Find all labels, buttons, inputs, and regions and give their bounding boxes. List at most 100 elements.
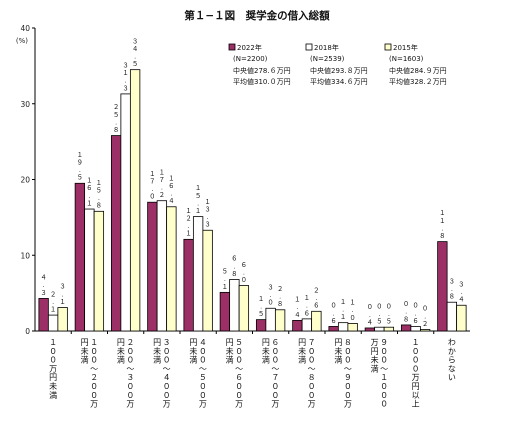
legend-median: 中央値293.８万円 [310,66,368,75]
data-label: １.０ [349,299,355,322]
legend-series-name: 2015年 [393,43,418,52]
y-tick-label: 10 [20,251,30,260]
category-label: 円未満 [226,338,234,365]
category-label: ４００〜５００万 [199,338,207,409]
bar [456,304,467,332]
legend-n: (N=2539) [310,55,345,63]
bars [38,69,467,332]
category-label: 円未満 [189,338,197,365]
category-label: １００万円未満 [49,338,57,400]
data-label: １３.３ [204,198,210,229]
data-label: １１.８ [439,209,445,240]
category-label: わからない [448,338,456,382]
data-label: ３.４ [458,280,464,303]
bar [156,200,168,332]
chart-title: 第１−１図 奨学金の借入総額 [184,9,330,22]
bar [93,210,105,332]
bar [192,216,204,332]
legend-mean: 平均値328.２万円 [389,77,447,86]
category-label: 円未満 [117,338,125,365]
category-label: 円未満 [334,338,342,365]
legend-swatch [228,43,236,51]
bar [38,298,49,332]
category-label: ９００〜１０００ [380,338,388,409]
data-label: ０.２ [422,305,428,328]
bar [383,326,395,332]
category-label: ３００〜４００万 [163,338,171,409]
bar [374,326,385,332]
y-tick-label: 0 [25,327,30,336]
category-label: ２００〜３００万 [126,338,134,409]
data-label: １２.１ [185,207,191,238]
data-label: ２.１ [50,290,56,313]
bar [147,201,158,332]
bar [255,319,267,332]
data-label: ３１.３ [122,62,128,93]
category-labels: １００万円未満１００〜２００万円未満２００〜３００万円未満３００〜４００万円未満… [49,338,456,409]
bar [410,326,421,332]
y-tick-label: 30 [20,100,30,109]
data-label: ３４.５ [132,37,138,68]
data-label: ３.８ [449,277,455,300]
legend-swatch [305,43,313,51]
category-label: ８００〜９００万 [344,338,352,409]
y-axis-unit: (%) [16,37,28,45]
legend-swatch [384,43,392,51]
bar [129,69,141,332]
legend-mean: 平均値334.６万円 [310,77,368,86]
data-label: １６.１ [86,177,92,208]
bar [238,285,250,332]
y-tick-label: 40 [20,24,30,33]
bar [301,318,313,332]
data-label: ２.８ [277,285,283,308]
bar [364,327,376,332]
data-label: ０.５ [386,302,392,325]
data-label: ０.４ [367,303,373,326]
bar [274,309,286,332]
legend-n: (N=1603) [389,55,424,63]
legend-median: 中央値284.９万円 [389,66,447,75]
bar [74,182,86,332]
data-label: ５.１ [222,268,228,291]
bar [120,93,131,332]
data-label: ３.１ [59,283,65,306]
category-label: 円未満 [81,338,89,365]
bar [347,323,358,332]
category-label: ６００〜７００万 [271,338,279,409]
y-tick-label: 20 [20,176,30,185]
data-label: ６.０ [241,261,247,284]
data-label: ３.０ [267,283,273,306]
data-label: ６.８ [231,255,237,278]
data-label: ０.５ [376,302,382,325]
bar [229,279,240,332]
bar [219,291,231,332]
category-label: ５００〜６００万 [235,338,243,409]
bar [183,238,194,332]
category-label: 万円未満 [371,338,379,373]
bar [437,241,448,332]
bar [265,307,276,332]
category-label: 円未満 [298,338,306,365]
bar [292,319,303,332]
data-label: １.５ [258,295,264,318]
data-label: １５.８ [96,179,102,210]
category-label: 円未満 [153,338,161,365]
legend-n: (N=2200) [233,55,268,63]
data-label: ０.８ [403,300,409,323]
category-label: １０００万円以上 [412,338,420,409]
data-label: ０.６ [412,302,418,325]
legend-series-name: 2022年 [237,43,262,52]
data-label: １７.０ [149,170,155,201]
data-label: ２.６ [313,287,319,310]
bar [47,314,59,332]
bar [202,229,213,332]
bar [328,326,339,332]
category-label: １００〜２００万 [90,338,98,409]
bar [337,322,349,332]
data-label: ２５.８ [113,103,119,134]
bar [57,307,68,332]
bar [84,208,95,332]
data-label: １.４ [294,296,300,319]
data-label: １７.２ [159,168,165,199]
data-label: ０.６ [330,302,336,325]
